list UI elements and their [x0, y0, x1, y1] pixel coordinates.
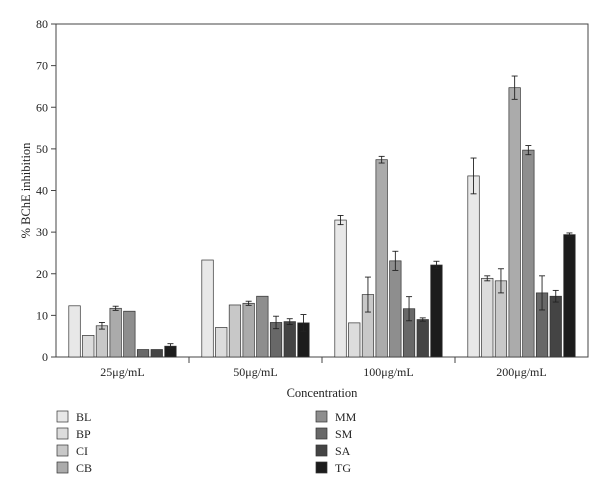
- legend-label-tg: TG: [335, 461, 351, 475]
- legend-swatch-sm: [315, 427, 328, 440]
- legend-swatch-mm: [315, 410, 328, 423]
- legend-swatch-cb: [56, 461, 69, 474]
- x-axis-title: Concentration: [287, 386, 359, 400]
- legend-label-sm: SM: [335, 427, 353, 441]
- bar-bp: [481, 277, 494, 358]
- x-tick-label: 50μg/mL: [233, 365, 277, 379]
- legend-label-ci: CI: [76, 444, 88, 458]
- bar-cb: [242, 302, 255, 358]
- bar-bl: [68, 305, 81, 358]
- bar-tg: [563, 234, 576, 358]
- bar-bl: [201, 259, 214, 358]
- y-tick-label: 30: [36, 225, 48, 239]
- bar-sa: [283, 321, 296, 358]
- x-tick-label: 25μg/mL: [100, 365, 144, 379]
- bar-cb: [508, 87, 521, 358]
- y-tick-label: 80: [36, 17, 48, 31]
- y-tick-label: 0: [42, 350, 48, 364]
- bar-sa: [150, 349, 163, 358]
- legend-label-bp: BP: [76, 427, 91, 441]
- legend-swatch-bl: [56, 410, 69, 423]
- bar-mm: [389, 260, 402, 358]
- bar-bl: [467, 175, 480, 358]
- bar-bp: [215, 327, 228, 358]
- bar-mm: [123, 310, 136, 358]
- bar-bp: [82, 335, 95, 358]
- y-tick-label: 40: [36, 184, 48, 198]
- bar-ci: [95, 325, 109, 358]
- bar-sa: [416, 319, 429, 358]
- bar-sm: [136, 349, 150, 358]
- y-tick-label: 70: [36, 59, 48, 73]
- bar-bp: [348, 322, 361, 358]
- y-tick-label: 60: [36, 100, 48, 114]
- legend-swatch-tg: [315, 461, 328, 474]
- legend-swatch-ci: [56, 444, 69, 457]
- y-tick-label: 10: [36, 308, 48, 322]
- bar-ci: [228, 304, 242, 358]
- x-tick-label: 200μg/mL: [496, 365, 546, 379]
- plot-frame: [55, 23, 589, 358]
- bar-bl: [334, 219, 347, 358]
- legend-label-mm: MM: [335, 410, 357, 424]
- legend-label-sa: SA: [335, 444, 351, 458]
- legend-label-cb: CB: [76, 461, 92, 475]
- bar-mm: [522, 149, 535, 358]
- bar-cb: [109, 307, 122, 358]
- legend-label-bl: BL: [76, 410, 91, 424]
- bar-cb: [375, 159, 388, 358]
- y-tick-label: 50: [36, 142, 48, 156]
- y-tick-label: 20: [36, 267, 48, 281]
- legend-swatch-sa: [315, 444, 328, 457]
- bar-mm: [256, 295, 269, 358]
- legend-swatch-bp: [56, 427, 69, 440]
- y-axis-title: % BChE inhibition: [19, 142, 33, 239]
- x-tick-label: 100μg/mL: [363, 365, 413, 379]
- bar-tg: [430, 264, 443, 358]
- bar-sa: [549, 295, 562, 358]
